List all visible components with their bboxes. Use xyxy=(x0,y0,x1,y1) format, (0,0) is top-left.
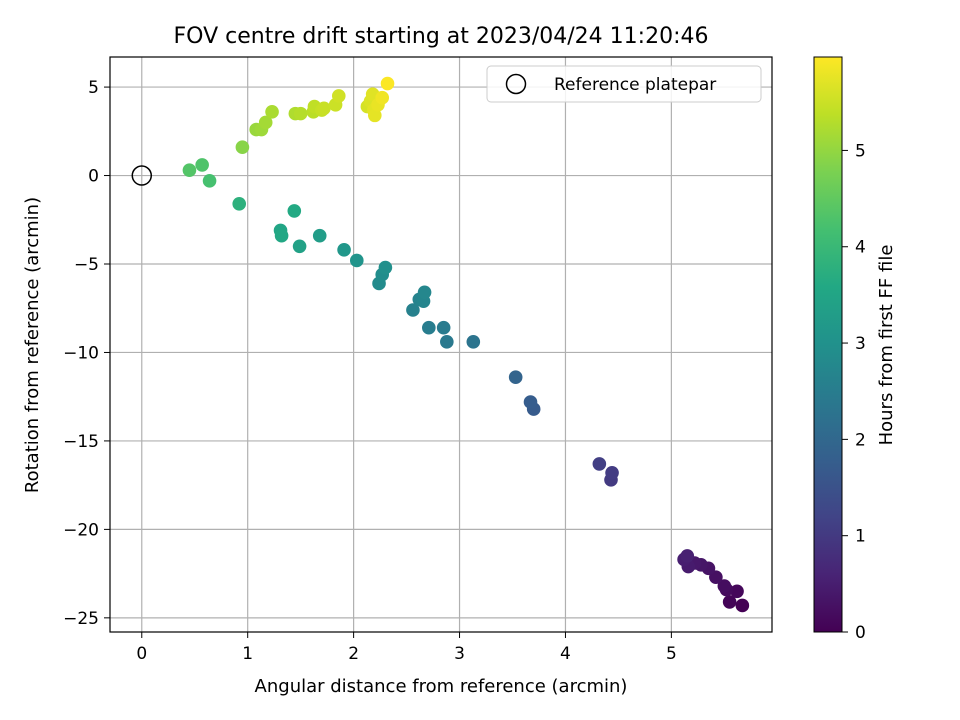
y-tick-label: −10 xyxy=(63,343,99,363)
data-point xyxy=(466,335,481,349)
grid-lines xyxy=(110,57,772,632)
colorbar-tick-label: 2 xyxy=(855,430,866,450)
data-point xyxy=(258,115,273,130)
colorbar-gradient xyxy=(813,56,843,633)
data-point xyxy=(717,579,732,593)
data-point xyxy=(312,228,327,243)
data-point xyxy=(523,395,538,409)
data-point xyxy=(232,197,247,211)
data-point xyxy=(417,285,432,300)
legend-marker xyxy=(505,73,527,95)
data-point xyxy=(235,140,250,155)
data-point xyxy=(730,584,744,599)
colorbar-ticks: 0 1 2 3 4 5 xyxy=(842,141,866,643)
x-tick-label: 1 xyxy=(242,644,253,664)
colorbar-label: Hours from first FF file xyxy=(876,245,897,446)
colorbar-tick-label: 5 xyxy=(855,141,866,161)
colorbar-tick-label: 4 xyxy=(855,238,866,258)
x-tick-label: 4 xyxy=(560,644,571,664)
data-point xyxy=(293,106,308,121)
data-point xyxy=(337,243,351,257)
y-axis-ticks: −25 −20 −15 −10 −5 0 5 xyxy=(63,78,110,629)
data-point xyxy=(368,108,382,123)
x-tick-label: 5 xyxy=(666,644,677,664)
data-point xyxy=(378,260,393,275)
legend-box xyxy=(486,65,762,103)
y-tick-label: −15 xyxy=(63,432,99,452)
data-point xyxy=(349,253,364,268)
x-tick-label: 3 xyxy=(454,644,465,664)
data-point xyxy=(680,549,695,563)
y-axis-label: Rotation from reference (arcmin) xyxy=(22,197,43,493)
y-tick-label: −20 xyxy=(63,520,99,540)
legend: Reference platepar xyxy=(486,65,762,103)
data-point xyxy=(735,598,750,613)
colorbar-tick-label: 1 xyxy=(855,527,866,547)
chart-title: FOV centre drift starting at 2023/04/24 … xyxy=(174,24,709,49)
data-point xyxy=(592,457,607,471)
x-axis-ticks: 0 1 2 3 4 5 xyxy=(136,632,677,664)
y-tick-label: 5 xyxy=(88,78,99,98)
data-point xyxy=(331,89,346,103)
data-point xyxy=(292,239,307,254)
data-point xyxy=(375,90,390,105)
data-points xyxy=(131,76,750,613)
data-point xyxy=(265,105,279,119)
data-point xyxy=(202,174,217,188)
data-point xyxy=(406,303,420,317)
x-tick-label: 0 xyxy=(136,644,147,664)
data-point xyxy=(440,335,454,349)
x-axis-label: Angular distance from reference (arcmin) xyxy=(255,676,628,697)
colorbar-tick-label: 3 xyxy=(855,334,866,354)
data-point xyxy=(182,163,197,178)
data-point xyxy=(274,228,289,243)
data-point xyxy=(317,101,331,116)
colorbar-tick-label: 0 xyxy=(855,623,866,643)
data-point xyxy=(508,370,523,385)
y-tick-label: −25 xyxy=(63,609,99,629)
plot-frame xyxy=(109,56,773,633)
x-tick-label: 2 xyxy=(348,644,359,664)
data-point xyxy=(436,320,451,335)
legend-label: Reference platepar xyxy=(554,75,716,95)
data-point xyxy=(605,465,619,480)
y-tick-label: −5 xyxy=(74,255,99,275)
data-point xyxy=(287,204,302,218)
y-tick-label: 0 xyxy=(88,167,99,187)
data-point xyxy=(422,320,436,335)
data-point xyxy=(722,595,737,609)
reference-platepar-marker xyxy=(131,165,153,186)
data-point xyxy=(380,76,395,91)
colorbar: 0 1 2 3 4 5 Hours from first FF file xyxy=(813,56,897,643)
data-point xyxy=(195,158,209,172)
